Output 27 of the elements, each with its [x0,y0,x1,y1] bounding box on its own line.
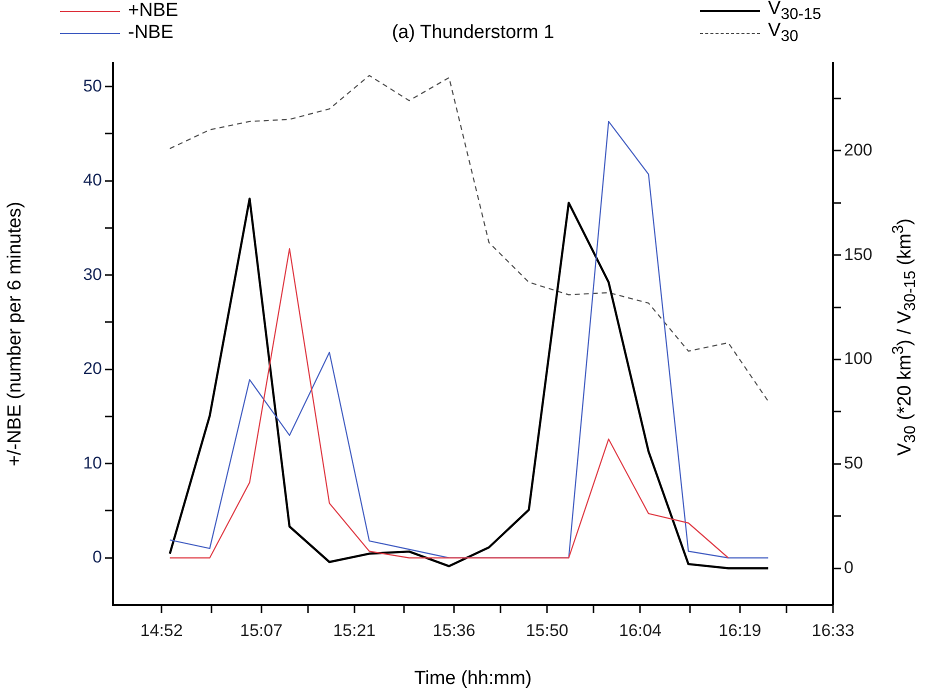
y-axis-title: +/-NBE (number per 6 minutes) [4,202,26,466]
y2-tick-label: 0 [844,558,854,577]
y-tick-label: 10 [83,453,102,472]
legend-label: V$_{30-15}$ [768,0,822,23]
y2-tick-label: 100 [844,349,872,368]
y2-tick-label: 150 [844,244,872,264]
y-tick-label: 50 [83,76,102,96]
x-tick-label: 16:04 [618,620,662,640]
chart-title: (a) Thunderstorm 1 [392,22,554,43]
x-axis-title: Time (hh:mm) [414,668,532,689]
y2-tick-label: 200 [844,140,872,160]
legend-label: +NBE [128,0,178,22]
x-tick-label: 16:33 [812,620,854,640]
x-tick-label: 16:19 [718,620,762,640]
x-tick-label: 14:52 [140,620,183,640]
legend-label: -NBE [128,22,174,44]
legend-label: V$_{30}$ [768,20,798,46]
y-tick-label: 20 [83,359,102,378]
x-tick-label: 15:07 [240,620,283,640]
y-tick-label: 0 [92,548,102,567]
x-tick-label: 15:21 [333,620,376,640]
x-tick-label: 15:36 [432,620,476,640]
line-series [169,74,769,402]
y-tick-label: 40 [83,170,102,190]
y-tick-label: 30 [83,264,102,284]
x-tick-label: 15:50 [526,620,568,640]
y2-tick-label: 50 [844,454,863,473]
